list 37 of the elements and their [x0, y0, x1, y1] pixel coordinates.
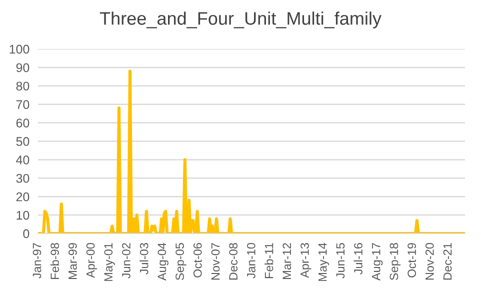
y-tick-label: 0	[23, 229, 30, 238]
x-tick-label: Nov-07	[211, 243, 220, 280]
y-tick-label: 10	[16, 210, 30, 220]
x-tick-label: Jan-10	[246, 242, 256, 278]
x-tick-label: Jul-03	[140, 243, 148, 274]
y-tick-label: 70	[16, 100, 30, 109]
line-series	[38, 70, 465, 234]
x-tick-label: Jul-16	[354, 243, 362, 274]
x-tick-label: Aug-17	[372, 243, 383, 281]
x-tick-label: Dec-21	[443, 243, 452, 280]
x-tick-label: Feb-98	[50, 243, 60, 279]
y-tick-label: 60	[16, 118, 30, 128]
y-tick-label: 90	[16, 63, 30, 72]
x-tick-label: Mar-12	[282, 243, 292, 279]
x-tick-label: Feb-11	[264, 243, 274, 278]
x-tick-label: Aug-04	[158, 242, 168, 281]
x-tick-label: Jun-15	[336, 243, 345, 278]
y-tick-label: 80	[16, 82, 30, 91]
y-tick-label: 20	[16, 192, 30, 202]
y-tick-label: 100	[10, 44, 30, 54]
x-tick-label: Oct-19	[408, 243, 416, 278]
x-tick-label: Nov-20	[425, 242, 434, 280]
x-tick-label: Oct-06	[193, 243, 202, 278]
x-tick-label: Sep-05	[176, 243, 186, 280]
x-tick-label: May-14	[318, 242, 330, 281]
x-tick-label: May-01	[104, 243, 115, 281]
x-tick-label: Dec-08	[229, 243, 238, 280]
x-tick-label: Jan-97	[32, 243, 42, 278]
x-tick-label: Mar-99	[68, 243, 77, 279]
y-tick-label: 30	[16, 174, 30, 183]
x-tick-label: Apr-00	[86, 242, 98, 278]
chart-title: Three_and_Four_Unit_Multi_family	[100, 12, 382, 28]
y-tick-label: 50	[16, 137, 30, 146]
y-tick-label: 40	[16, 156, 30, 164]
x-tick-label: Jun-02	[122, 243, 130, 278]
x-tick-label: Apr-13	[300, 243, 312, 278]
x-tick-label: Sep-18	[390, 243, 400, 280]
